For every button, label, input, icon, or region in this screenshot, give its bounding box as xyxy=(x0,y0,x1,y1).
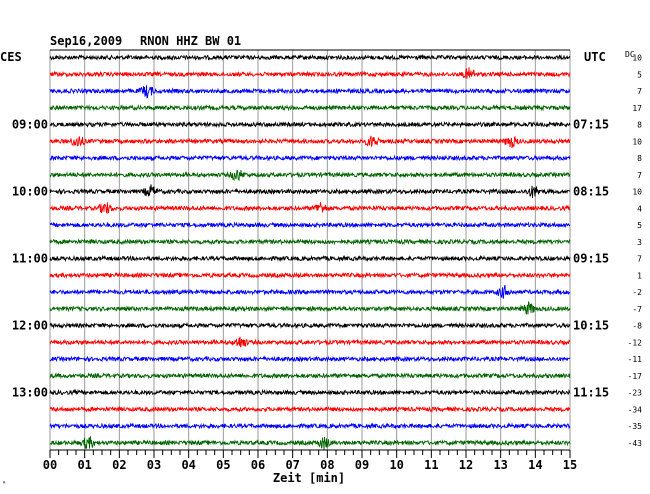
x-tick-label: 15 xyxy=(563,458,577,472)
trace-row-5 xyxy=(49,135,571,149)
trace-row-2 xyxy=(49,85,571,99)
x-axis-title: Zeit [min] xyxy=(273,471,345,485)
x-tick-label: 09 xyxy=(355,458,369,472)
x-axis: 00 01 02 03 04 05 06 07 08 09 10 11 12 13 14 15 xyxy=(43,449,577,472)
trace-row-18 xyxy=(49,355,571,363)
trace-row-17 xyxy=(49,336,571,348)
dc-offset-label: -2 xyxy=(632,288,642,297)
time-grid xyxy=(49,49,571,450)
chart-date: Sep16,2009 xyxy=(50,34,122,48)
x-tick-label: 11 xyxy=(424,458,438,472)
dc-offset-label: -34 xyxy=(628,405,643,414)
corner-mark: ᴬ xyxy=(2,479,6,488)
dc-offset-label: -17 xyxy=(628,372,643,381)
x-tick-label: 14 xyxy=(528,458,542,472)
trace-row-8 xyxy=(49,184,571,199)
x-tick-label: 01 xyxy=(77,458,91,472)
left-hour-label: 11:00 xyxy=(12,252,48,266)
trace-row-6 xyxy=(49,154,571,162)
left-hour-label: 10:00 xyxy=(12,185,48,199)
dc-offset-label: 1 xyxy=(637,271,642,280)
x-tick-label: 08 xyxy=(320,458,334,472)
left-hour-label: 09:00 xyxy=(12,118,48,132)
trace-row-3 xyxy=(49,104,571,112)
dc-offset-label: 17 xyxy=(632,104,642,113)
trace-row-19 xyxy=(49,372,571,380)
right-time-label: 08:15 xyxy=(573,185,609,199)
trace-row-22 xyxy=(49,422,571,430)
dc-offset-label: 7 xyxy=(637,171,642,180)
x-tick-label: 00 xyxy=(43,458,57,472)
seismic-traces xyxy=(49,53,571,450)
right-time-label: 10:15 xyxy=(573,319,609,333)
dc-offset-label: 8 xyxy=(637,154,642,163)
trace-row-16 xyxy=(49,321,571,330)
dc-offset-label: 10 xyxy=(632,137,642,146)
dc-offset-label: 5 xyxy=(637,221,642,230)
dc-offset-label: -12 xyxy=(628,338,643,347)
trace-row-10 xyxy=(49,221,571,229)
dc-offset-label: -7 xyxy=(632,305,642,314)
x-tick-label: 05 xyxy=(216,458,230,472)
right-time-label: 07:15 xyxy=(573,118,609,132)
right-time-label: 09:15 xyxy=(573,252,609,266)
dc-offset-label: 7 xyxy=(637,255,642,264)
dc-offset-label: -11 xyxy=(628,355,643,364)
x-tick-label: 12 xyxy=(459,458,473,472)
dc-offset-label: 10 xyxy=(632,54,642,63)
trace-row-14 xyxy=(49,285,571,299)
trace-row-23 xyxy=(49,435,571,450)
dc-offset-label: -8 xyxy=(632,322,642,331)
x-tick-label: 04 xyxy=(181,458,195,472)
x-tick-label: 06 xyxy=(251,458,265,472)
x-tick-label: 13 xyxy=(493,458,507,472)
dc-offset-label: 8 xyxy=(637,121,642,130)
right-time-label: 11:15 xyxy=(573,386,609,400)
dc-offset-label: 3 xyxy=(637,238,642,247)
row-labels: 09:00 10:00 11:00 12:00 13:00 07:15 08:15 09:15… xyxy=(12,54,642,448)
trace-row-11 xyxy=(49,238,571,246)
dc-offset-label: 10 xyxy=(632,188,642,197)
x-tick-label: 02 xyxy=(112,458,126,472)
x-tick-label: 03 xyxy=(147,458,161,472)
dc-offset-label: -35 xyxy=(628,422,643,431)
dc-header-label: DC xyxy=(625,50,635,59)
trace-row-0 xyxy=(49,53,571,62)
x-tick-label: 10 xyxy=(389,458,403,472)
trace-row-7 xyxy=(49,169,571,182)
dc-offset-label: 5 xyxy=(637,70,642,79)
trace-row-15 xyxy=(49,301,571,315)
left-hour-label: 12:00 xyxy=(12,319,48,333)
right-timezone-label: UTC xyxy=(584,50,606,64)
trace-row-4 xyxy=(49,120,571,129)
dc-offset-label: 4 xyxy=(637,204,642,213)
x-tick-label: 07 xyxy=(285,458,299,472)
trace-row-1 xyxy=(49,67,571,79)
trace-row-9 xyxy=(49,202,571,214)
dc-offset-label: -43 xyxy=(628,439,643,448)
trace-row-13 xyxy=(49,271,571,279)
trace-row-20 xyxy=(49,388,571,397)
left-timezone-label: CES xyxy=(0,50,22,64)
chart-station: RNON HHZ BW 01 xyxy=(140,34,241,48)
trace-row-21 xyxy=(49,405,571,413)
dc-offset-label: -23 xyxy=(628,389,643,398)
left-hour-label: 13:00 xyxy=(12,386,48,400)
trace-row-12 xyxy=(49,254,571,263)
dc-offset-label: 7 xyxy=(637,87,642,96)
